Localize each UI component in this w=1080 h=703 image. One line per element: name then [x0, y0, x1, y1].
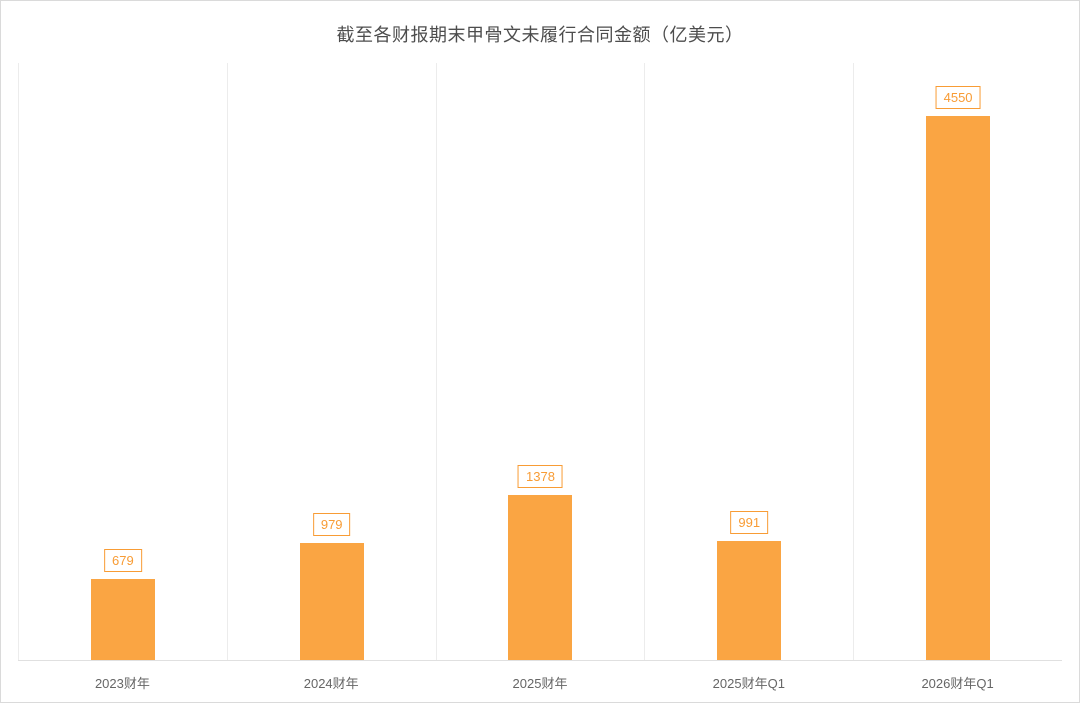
chart-column-3: 1378 — [435, 63, 645, 660]
x-axis-label: 2026财年Q1 — [921, 676, 994, 691]
value-label: 991 — [730, 511, 769, 534]
chart-column-1: 679 — [18, 63, 227, 660]
chart-column-5: 4550 — [853, 63, 1062, 660]
bar — [926, 116, 991, 660]
value-label: 679 — [104, 549, 142, 572]
chart-title: 截至各财报期末甲骨文未履行合同金额（亿美元） — [336, 25, 744, 45]
chart-column-4: 991 — [644, 63, 853, 660]
bar — [717, 541, 782, 660]
plot-area: 679 979 1378 991 4550 — [18, 63, 1062, 661]
bar — [299, 543, 364, 660]
x-axis-label: 2024财年 — [303, 676, 359, 691]
x-axis-label: 2023财年 — [94, 676, 150, 691]
bar — [508, 495, 573, 660]
x-axis-label: 2025财年Q1 — [712, 676, 785, 691]
value-label: 1378 — [518, 465, 563, 488]
bar — [90, 579, 155, 660]
value-label: 979 — [312, 513, 351, 536]
chart-column-2: 979 — [226, 63, 436, 660]
x-axis-labels: 2023财年 2024财年 2025财年 2025财年Q1 2026财年Q1 — [18, 661, 1062, 703]
x-axis-label: 2025财年 — [512, 676, 568, 691]
value-label: 4550 — [935, 86, 981, 109]
